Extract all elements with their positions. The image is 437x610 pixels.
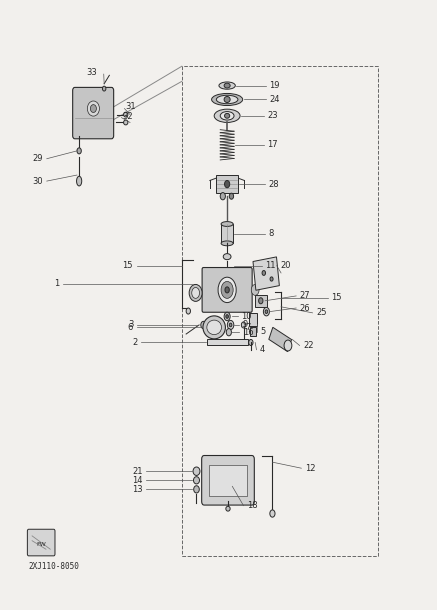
- Text: 33: 33: [86, 68, 97, 77]
- Ellipse shape: [223, 254, 231, 260]
- Ellipse shape: [259, 298, 263, 304]
- Bar: [250, 327, 257, 337]
- Text: 1: 1: [55, 279, 60, 289]
- Text: 7: 7: [246, 323, 251, 332]
- Ellipse shape: [102, 86, 106, 91]
- Text: 24: 24: [269, 95, 280, 104]
- Bar: [269, 328, 291, 351]
- Ellipse shape: [124, 112, 128, 117]
- Ellipse shape: [262, 271, 266, 275]
- Ellipse shape: [225, 113, 230, 118]
- Text: 19: 19: [269, 81, 280, 90]
- Text: FW: FW: [36, 542, 46, 547]
- Text: 20: 20: [280, 261, 291, 270]
- Text: 16: 16: [243, 328, 253, 337]
- Ellipse shape: [219, 82, 236, 89]
- Ellipse shape: [225, 181, 230, 188]
- Ellipse shape: [226, 329, 232, 336]
- Ellipse shape: [224, 83, 230, 88]
- Ellipse shape: [251, 284, 259, 295]
- Ellipse shape: [241, 322, 246, 328]
- Text: 27: 27: [300, 292, 310, 301]
- Ellipse shape: [214, 109, 240, 123]
- Ellipse shape: [270, 277, 273, 281]
- Ellipse shape: [76, 176, 82, 186]
- Ellipse shape: [193, 467, 200, 475]
- Ellipse shape: [221, 241, 233, 246]
- Bar: [208, 465, 247, 496]
- Text: 12: 12: [305, 464, 315, 473]
- Text: 11: 11: [265, 261, 276, 270]
- Ellipse shape: [220, 112, 234, 120]
- Text: 2: 2: [132, 338, 137, 347]
- FancyBboxPatch shape: [73, 87, 114, 139]
- Text: 28: 28: [269, 179, 279, 188]
- Text: 3: 3: [128, 320, 134, 329]
- Text: 21: 21: [132, 467, 142, 476]
- Ellipse shape: [224, 312, 230, 321]
- Text: 15: 15: [332, 293, 342, 302]
- Ellipse shape: [212, 93, 243, 106]
- Ellipse shape: [194, 476, 200, 484]
- Ellipse shape: [216, 95, 238, 104]
- Bar: [208, 339, 249, 345]
- Text: 32: 32: [123, 112, 133, 121]
- Ellipse shape: [264, 307, 269, 316]
- Text: 30: 30: [33, 176, 43, 185]
- Text: 14: 14: [132, 476, 142, 485]
- Ellipse shape: [194, 486, 199, 493]
- Ellipse shape: [189, 284, 202, 301]
- Ellipse shape: [203, 316, 225, 339]
- Ellipse shape: [284, 340, 292, 351]
- Ellipse shape: [221, 221, 233, 226]
- Ellipse shape: [265, 310, 268, 314]
- Ellipse shape: [226, 506, 230, 511]
- Ellipse shape: [90, 105, 97, 112]
- Bar: [249, 314, 257, 326]
- Ellipse shape: [186, 308, 191, 314]
- Ellipse shape: [226, 315, 229, 318]
- Ellipse shape: [77, 148, 81, 154]
- Bar: [221, 224, 233, 243]
- FancyBboxPatch shape: [28, 529, 55, 556]
- Ellipse shape: [218, 277, 236, 303]
- Bar: [216, 175, 238, 193]
- Text: 31: 31: [126, 102, 136, 111]
- Text: 8: 8: [269, 229, 274, 238]
- FancyBboxPatch shape: [201, 456, 254, 505]
- Ellipse shape: [87, 101, 100, 116]
- Ellipse shape: [270, 510, 275, 517]
- Text: 15: 15: [122, 261, 133, 270]
- Text: 4: 4: [260, 345, 265, 354]
- Ellipse shape: [249, 339, 253, 345]
- Bar: [253, 257, 279, 290]
- Text: 26: 26: [300, 304, 310, 312]
- Text: 17: 17: [267, 140, 278, 149]
- Text: 23: 23: [267, 111, 278, 120]
- Text: 2XJ110-8050: 2XJ110-8050: [29, 562, 80, 570]
- Text: 18: 18: [247, 501, 257, 510]
- Ellipse shape: [192, 287, 200, 298]
- Text: 9: 9: [243, 320, 248, 329]
- Text: 25: 25: [316, 309, 326, 317]
- Ellipse shape: [229, 323, 232, 327]
- Ellipse shape: [225, 287, 229, 293]
- Text: 6: 6: [128, 323, 133, 332]
- Text: 13: 13: [132, 485, 142, 494]
- Ellipse shape: [221, 281, 233, 298]
- Ellipse shape: [124, 120, 128, 125]
- Ellipse shape: [220, 193, 225, 200]
- Ellipse shape: [207, 320, 222, 335]
- FancyBboxPatch shape: [202, 268, 252, 312]
- Bar: [255, 295, 267, 307]
- Ellipse shape: [201, 321, 206, 329]
- Text: 10: 10: [241, 312, 252, 321]
- Text: 22: 22: [303, 341, 314, 350]
- Ellipse shape: [229, 193, 234, 199]
- Text: 29: 29: [33, 154, 43, 163]
- Text: 5: 5: [261, 327, 266, 336]
- Ellipse shape: [227, 320, 234, 329]
- Ellipse shape: [224, 96, 230, 102]
